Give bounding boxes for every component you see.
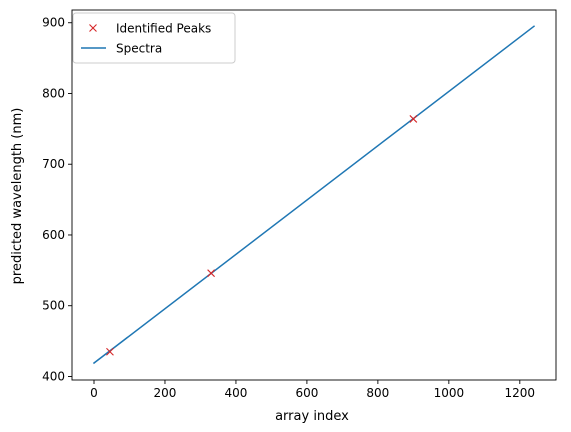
plot-frame [71, 9, 557, 381]
marker-stroke [409, 115, 418, 123]
marker-stroke [89, 24, 97, 32]
x-tick-label: 600 [295, 386, 318, 400]
legend-box [72, 12, 236, 64]
identified-peak-marker [409, 115, 418, 123]
x-tick-label: 0 [90, 386, 98, 400]
x-tick-label: 800 [366, 386, 389, 400]
marker-stroke [106, 347, 114, 356]
legend-label-identified-peaks: Identified Peaks [116, 22, 211, 36]
x-tick-label: 400 [224, 386, 247, 400]
y-tick-label: 800 [42, 86, 65, 100]
legend-label-spectra: Spectra [116, 42, 162, 56]
axes-layer: 0 200 400 600 800 1000 1200 400 500 600 700 800 900 [42, 9, 557, 400]
plot-layer [92, 25, 536, 365]
y-tick-label: 700 [42, 157, 65, 171]
x-tick-label: 1200 [505, 386, 536, 400]
x-tick-label: 200 [154, 386, 177, 400]
identified-peak-marker [207, 269, 215, 278]
y-tick-label: 600 [42, 228, 65, 242]
y-tick-label: 400 [42, 369, 65, 383]
marker-stroke [207, 269, 215, 278]
legend-marker-x [89, 24, 97, 32]
x-axis-label: array index [275, 409, 349, 424]
x-tick-label: 1000 [434, 386, 465, 400]
y-tick-label: 900 [42, 16, 65, 30]
legend: Identified Peaks Spectra [72, 12, 236, 64]
spectra-line [92, 25, 536, 365]
identified-peak-marker [106, 347, 114, 356]
y-tick-label: 500 [42, 299, 65, 313]
y-axis-label: predicted wavelength (nm) [10, 108, 25, 285]
